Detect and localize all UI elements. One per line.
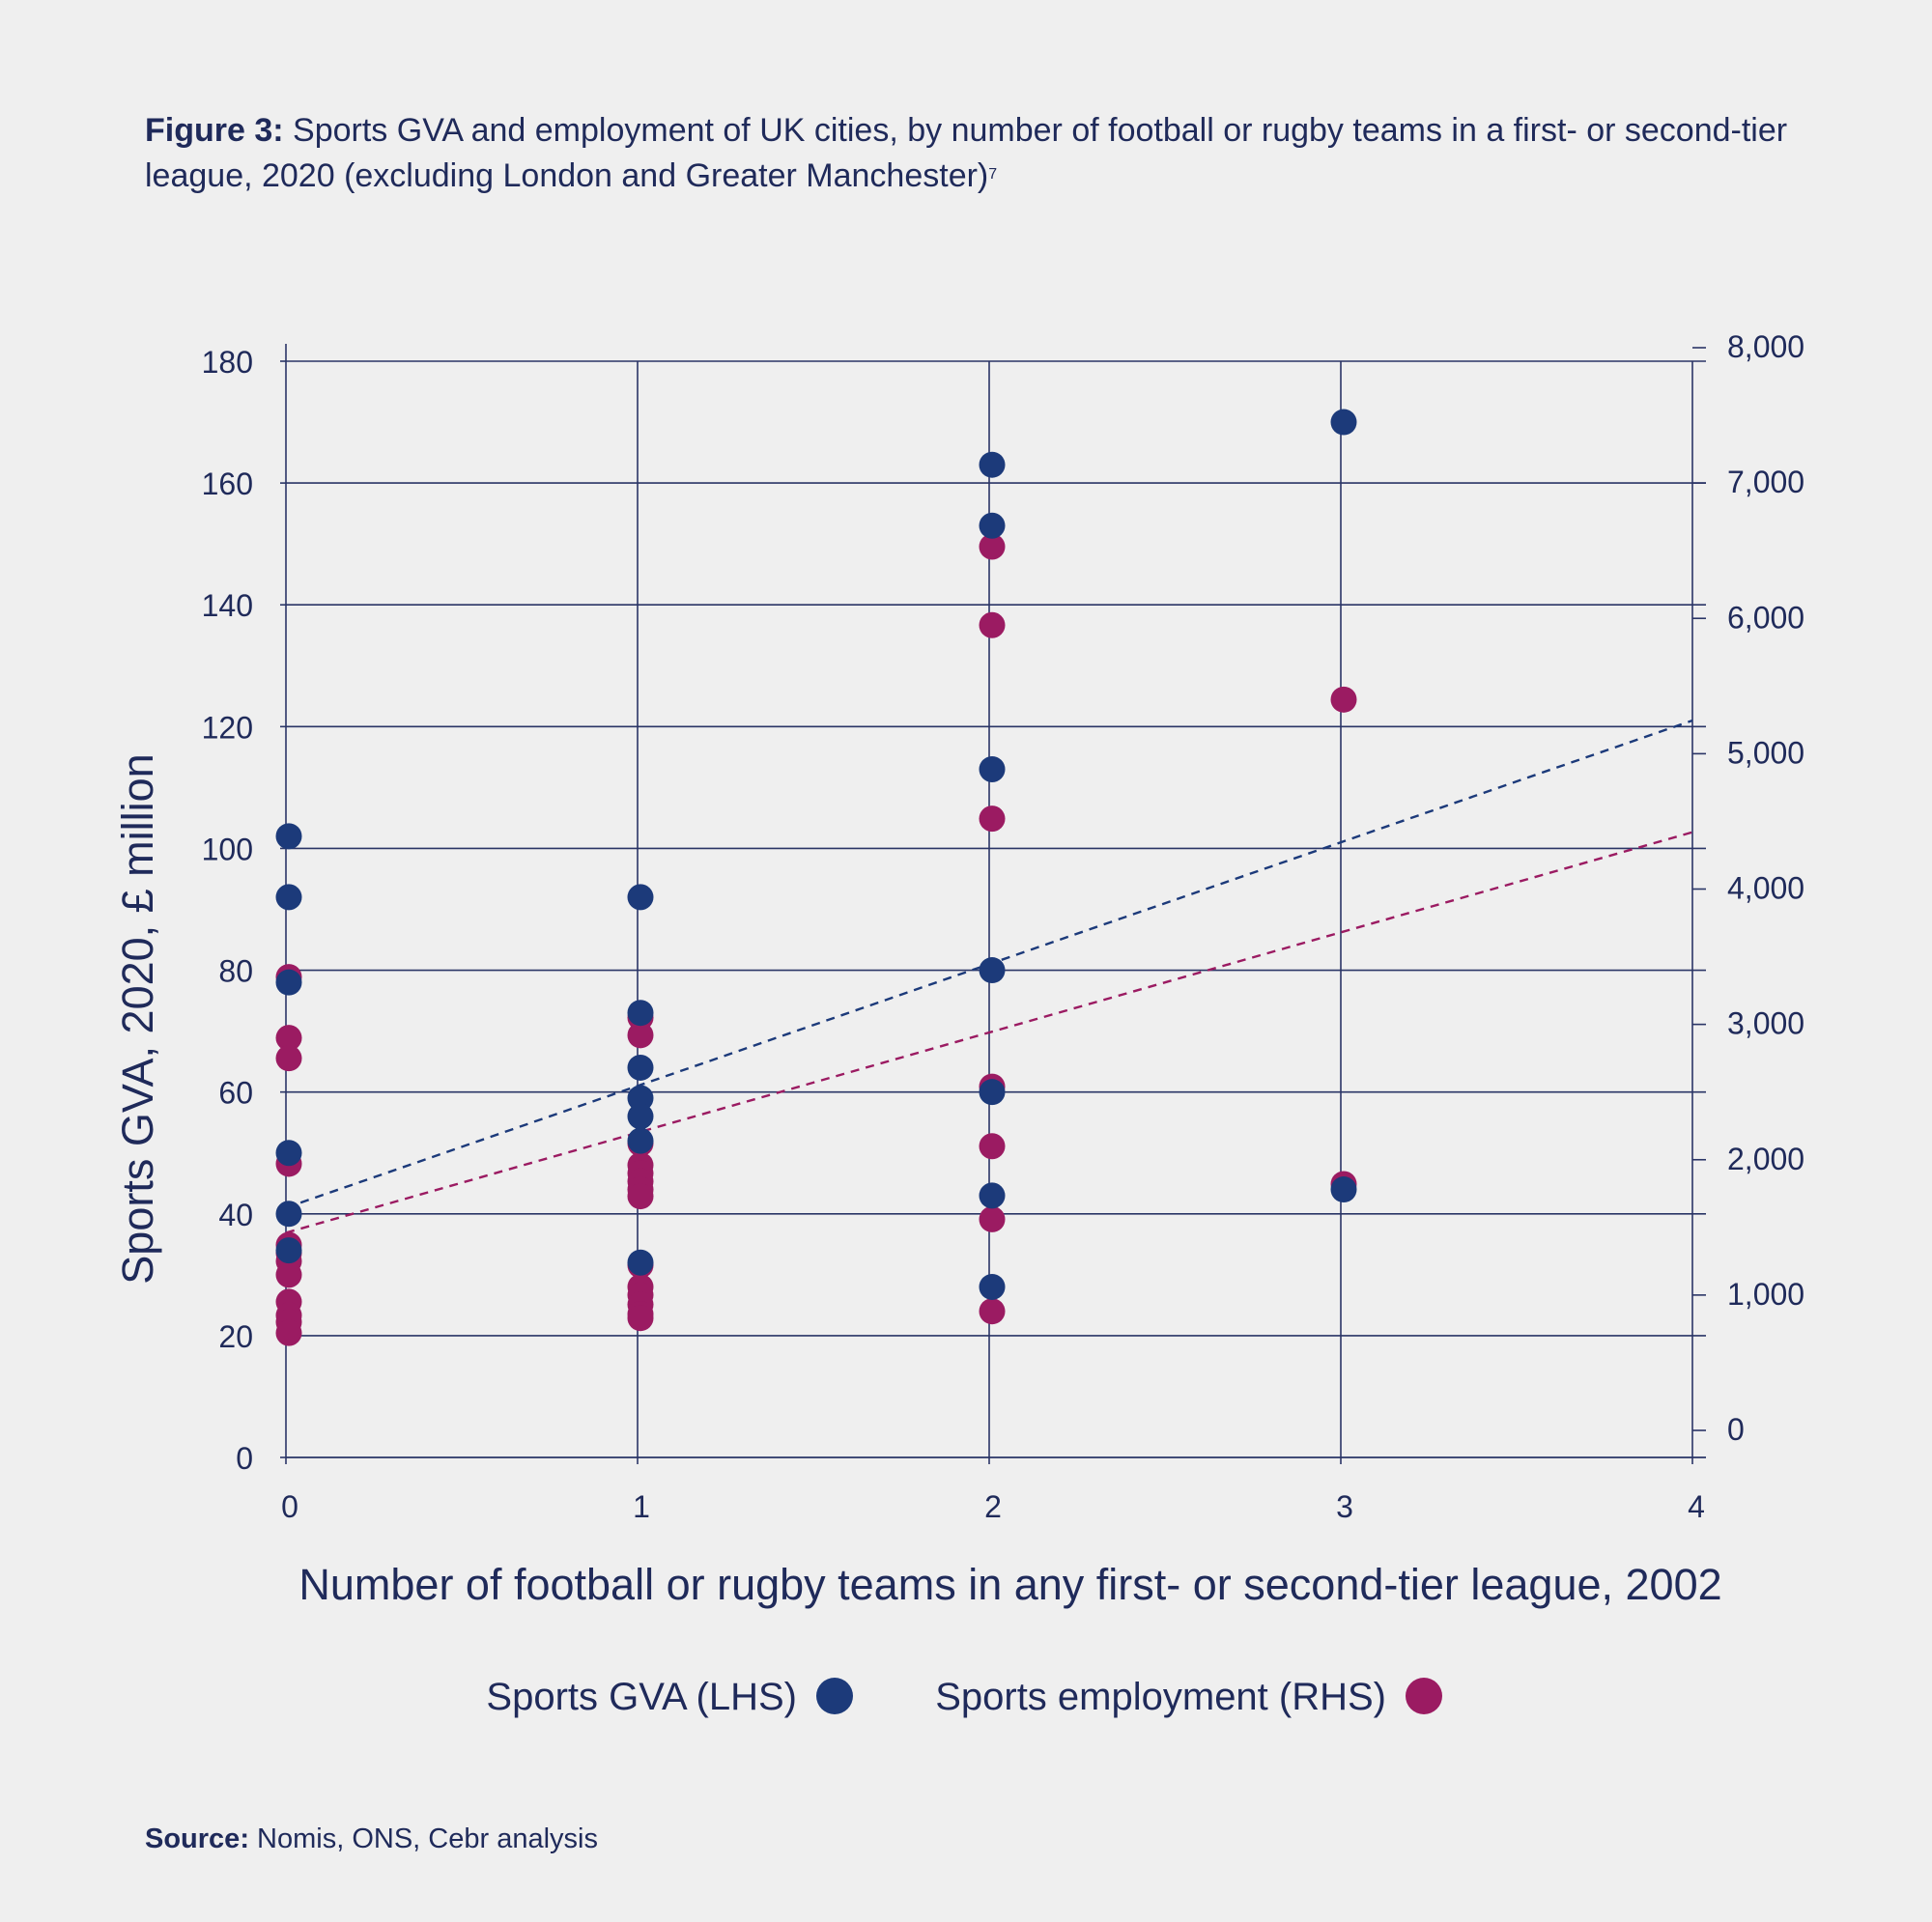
point-gva	[979, 1079, 1006, 1106]
y-tick-label-left: 80	[218, 954, 253, 989]
source-text: Nomis, ONS, Cebr analysis	[257, 1823, 598, 1854]
y-tick-label-right: 4,000	[1727, 871, 1804, 906]
y-tick-label-right: 2,000	[1727, 1142, 1804, 1176]
point-gva	[979, 512, 1006, 539]
point-gva	[627, 1249, 654, 1276]
y-tick-label-left: 40	[218, 1198, 253, 1232]
legend: Sports GVA (LHS) Sports employment (RHS)	[486, 1676, 1442, 1718]
point-gva	[979, 1182, 1006, 1209]
tick-labels: 02040608010012014016018001,0002,0003,000…	[202, 329, 1804, 1524]
point-employment	[979, 1133, 1006, 1160]
figure-caption: Figure 3: Sports GVA and employment of U…	[145, 108, 1826, 199]
source-note: Source: Nomis, ONS, Cebr analysis	[145, 1823, 598, 1855]
trendline-employment	[285, 831, 1693, 1234]
y-tick-label-right: 3,000	[1727, 1006, 1804, 1041]
legend-label-gva: Sports GVA (LHS)	[486, 1676, 797, 1718]
y-tick-label-right: 7,000	[1727, 465, 1804, 499]
point-gva	[627, 1103, 654, 1130]
point-employment	[979, 806, 1006, 833]
legend-marker-gva	[816, 1678, 853, 1714]
y-tick-label-right: 0	[1727, 1412, 1745, 1447]
point-employment	[275, 1025, 302, 1052]
y-tick-label-left: 120	[202, 710, 253, 745]
point-employment	[627, 1022, 654, 1049]
source-label: Source:	[145, 1823, 249, 1854]
legend-label-employment: Sports employment (RHS)	[935, 1676, 1386, 1718]
y-tick-label-left: 60	[218, 1076, 253, 1111]
y-tick-label-left: 140	[202, 588, 253, 623]
figure-title: Sports GVA and employment of UK cities, …	[145, 112, 1788, 194]
point-employment	[275, 1319, 302, 1346]
point-gva	[275, 823, 302, 850]
x-tick-label: 1	[633, 1489, 650, 1524]
x-tick-label: 4	[1688, 1489, 1705, 1524]
point-employment	[979, 533, 1006, 560]
point-employment	[627, 1305, 654, 1332]
x-tick-label: 2	[984, 1489, 1002, 1524]
point-gva	[1330, 1176, 1357, 1203]
y-axis-title: Sports GVA, 2020, £ million	[113, 753, 162, 1284]
figure-label: Figure 3:	[145, 112, 284, 149]
y-tick-label-right: 1,000	[1727, 1277, 1804, 1312]
data-points	[275, 409, 1357, 1346]
point-employment	[979, 1298, 1006, 1325]
point-employment	[979, 1205, 1006, 1232]
y-tick-label-left: 20	[218, 1319, 253, 1354]
y-tick-label-right: 6,000	[1727, 600, 1804, 635]
y-tick-label-left: 180	[202, 345, 253, 380]
point-gva	[275, 1237, 302, 1264]
point-gva	[979, 1273, 1006, 1300]
point-gva	[627, 884, 654, 911]
point-gva	[627, 1127, 654, 1154]
point-gva	[627, 1085, 654, 1112]
point-gva	[275, 1140, 302, 1167]
y-tick-label-left: 160	[202, 466, 253, 501]
point-employment	[275, 1261, 302, 1288]
point-gva	[275, 1201, 302, 1228]
point-gva	[979, 957, 1006, 984]
point-gva	[275, 969, 302, 996]
point-gva	[979, 755, 1006, 782]
point-gva	[275, 884, 302, 911]
x-tick-label: 3	[1336, 1489, 1353, 1524]
point-gva	[627, 1054, 654, 1081]
point-employment	[627, 1183, 654, 1210]
x-tick-label: 0	[281, 1489, 298, 1524]
point-employment	[979, 611, 1006, 638]
footnote-marker: 7	[988, 166, 998, 183]
point-gva	[627, 1000, 654, 1027]
y-tick-label-right: 8,000	[1727, 329, 1804, 364]
y-tick-label-left: 0	[236, 1441, 253, 1476]
y-tick-label-left: 100	[202, 832, 253, 866]
point-employment	[1330, 686, 1357, 713]
point-gva	[1330, 409, 1357, 436]
point-employment	[275, 1045, 302, 1072]
legend-marker-employment	[1406, 1678, 1442, 1714]
point-gva	[979, 451, 1006, 478]
x-axis-title: Number of football or rugby teams in any…	[298, 1560, 1721, 1609]
y-tick-label-right: 5,000	[1727, 735, 1804, 770]
